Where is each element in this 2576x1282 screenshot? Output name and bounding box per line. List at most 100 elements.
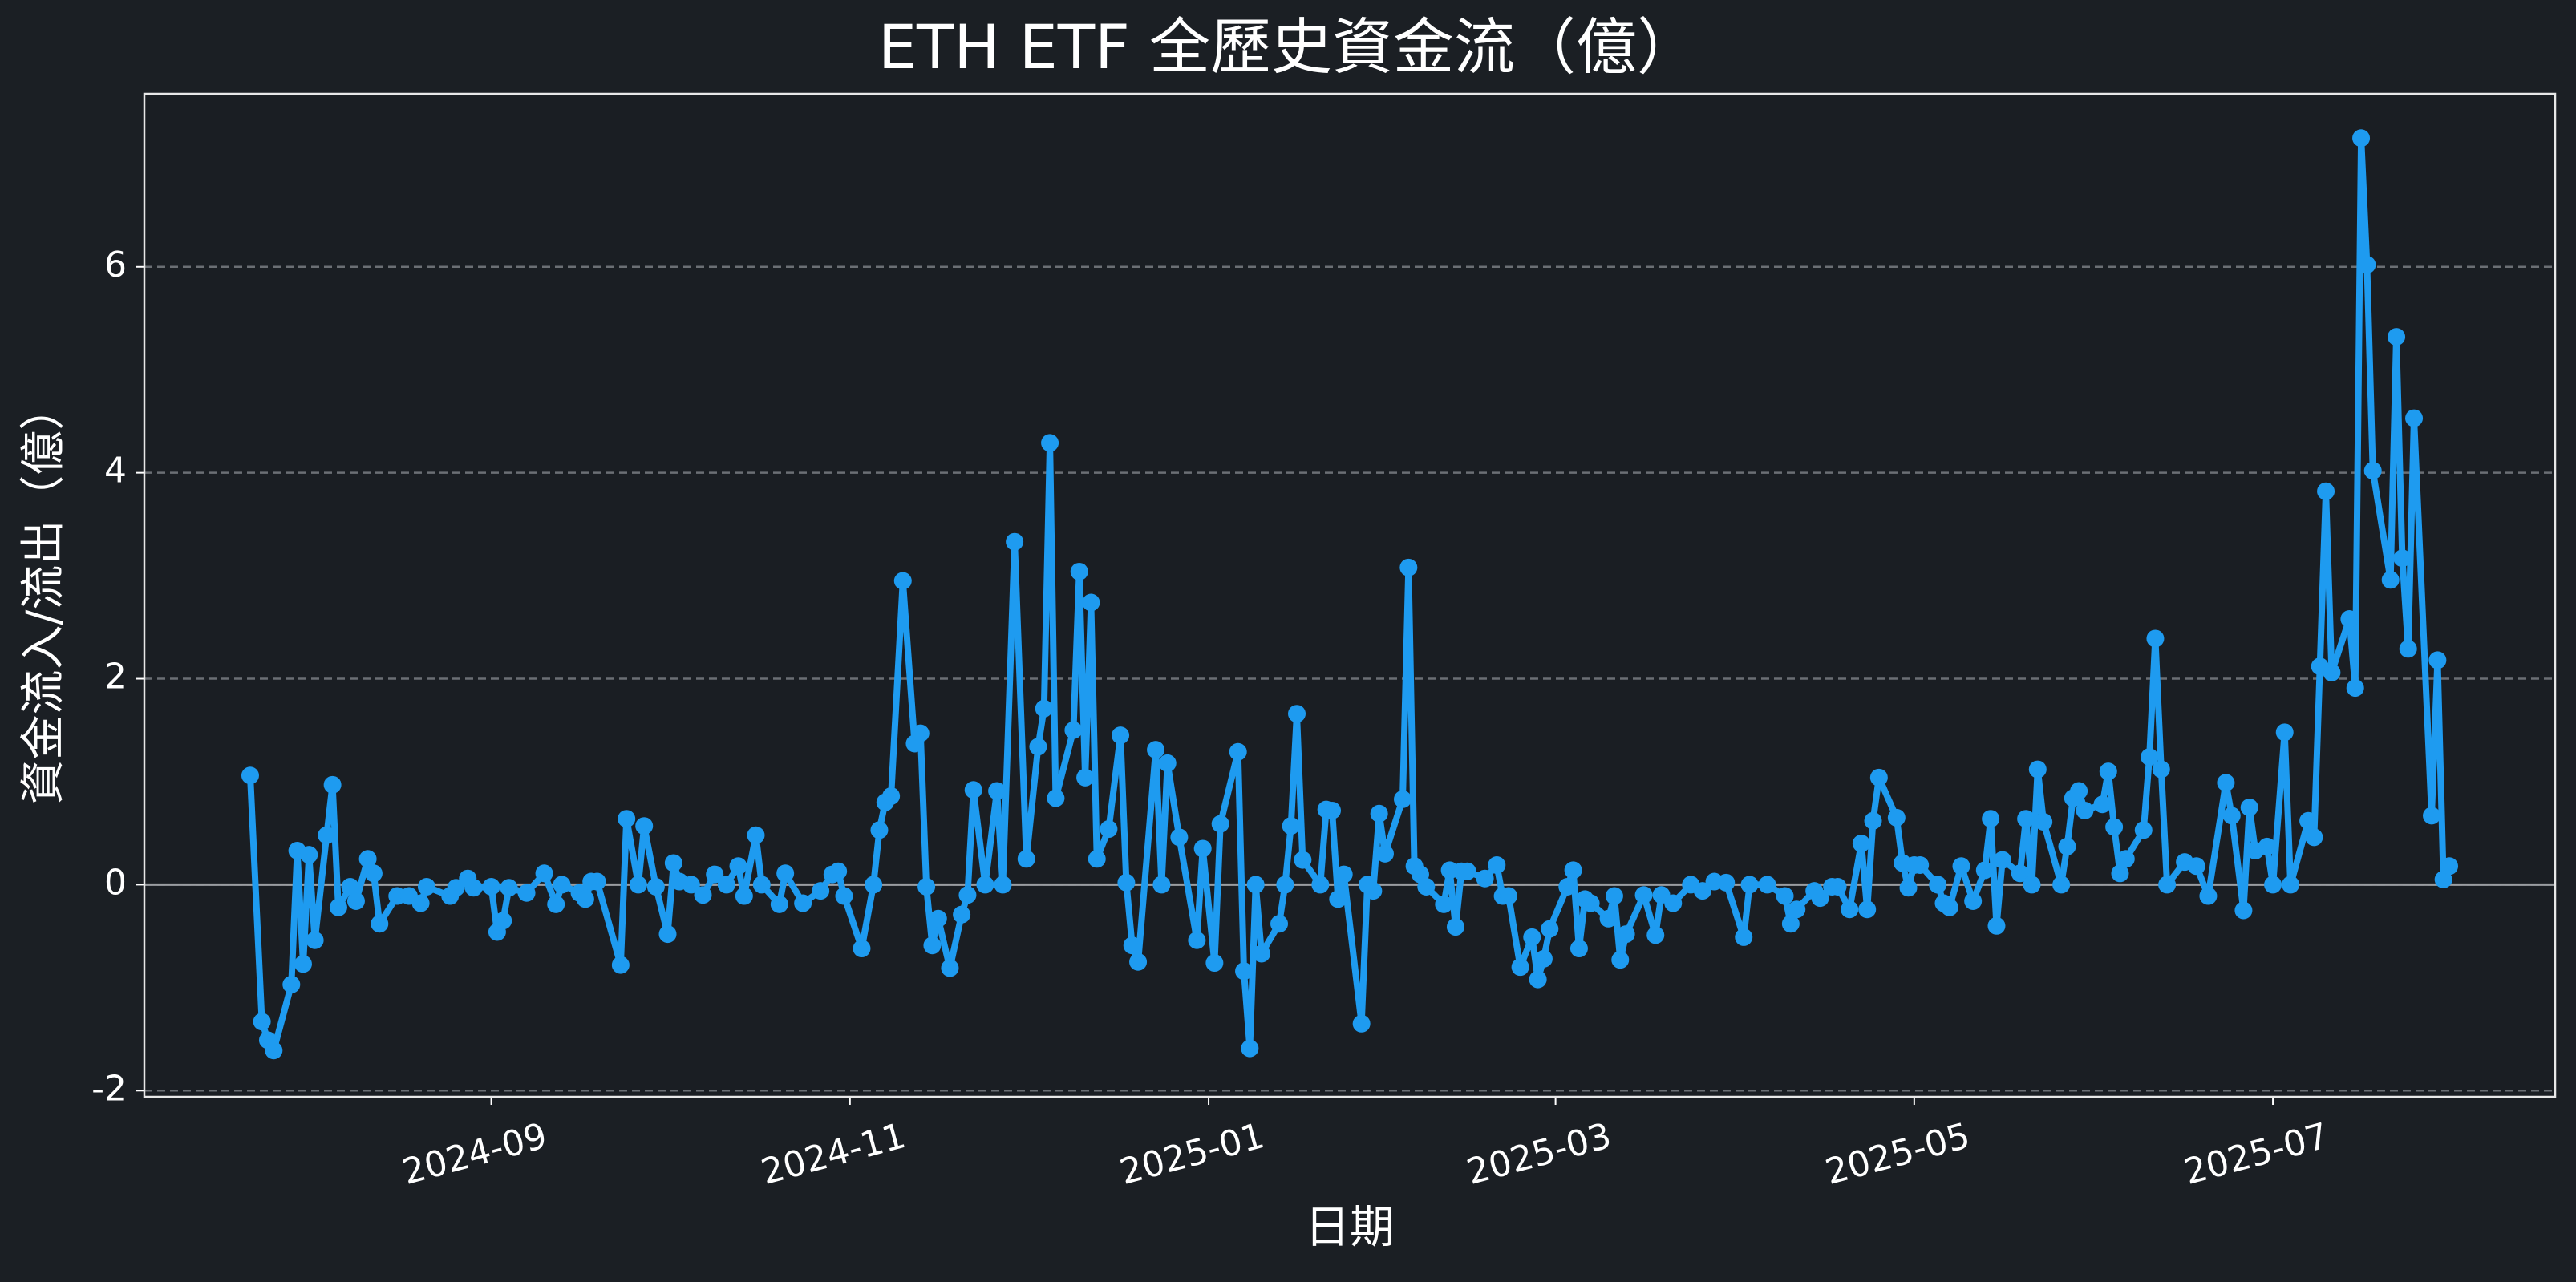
data-point — [1964, 892, 1983, 910]
data-point — [1864, 811, 1882, 830]
data-point — [611, 956, 630, 974]
data-point — [1294, 851, 1312, 869]
data-point — [2340, 610, 2359, 629]
data-point — [658, 925, 677, 944]
data-point — [2264, 876, 2282, 894]
data-point — [1170, 828, 1189, 847]
data-point — [646, 877, 665, 896]
data-point — [1599, 909, 1618, 928]
data-point — [1241, 1039, 1259, 1058]
data-point — [1982, 810, 2000, 828]
data-point — [1211, 815, 1229, 833]
data-point — [1911, 856, 1930, 875]
data-point — [2405, 409, 2424, 427]
data-point — [2141, 748, 2159, 766]
y-tick-label: 2 — [104, 657, 127, 698]
data-point — [517, 884, 536, 902]
data-point — [2234, 901, 2253, 920]
data-point — [2317, 482, 2335, 500]
data-point — [329, 898, 347, 916]
data-point — [882, 787, 901, 805]
data-point — [318, 826, 336, 844]
data-point — [747, 826, 765, 844]
data-point — [294, 955, 312, 973]
data-point — [1529, 970, 1547, 989]
data-point — [371, 915, 389, 933]
data-point — [729, 857, 747, 876]
data-point — [1499, 887, 1517, 905]
data-point — [958, 886, 977, 904]
data-point — [2352, 129, 2371, 148]
data-point — [1899, 879, 1918, 897]
data-point — [2099, 762, 2117, 781]
data-point — [1781, 915, 1800, 933]
data-point — [1035, 699, 1053, 718]
data-point — [893, 572, 912, 590]
data-point — [1088, 850, 1106, 868]
data-point — [2440, 857, 2459, 876]
data-point — [1511, 958, 1529, 977]
data-point — [2187, 857, 2205, 876]
data-point — [776, 864, 795, 883]
data-point — [1417, 877, 1436, 896]
data-point — [1605, 887, 1623, 905]
data-point — [1558, 877, 1577, 896]
data-point — [865, 876, 883, 894]
data-point — [1335, 865, 1353, 884]
data-point — [717, 876, 735, 894]
data-point — [1117, 873, 1136, 892]
data-point — [1634, 886, 1653, 904]
data-point — [417, 877, 435, 896]
data-point — [1282, 817, 1300, 835]
data-point — [870, 821, 889, 839]
data-point — [2363, 462, 2382, 480]
data-point — [1717, 873, 1736, 892]
data-point — [1993, 851, 2011, 869]
data-point — [2158, 876, 2177, 894]
data-point — [2299, 811, 2318, 830]
data-point — [1841, 900, 1859, 919]
data-point — [735, 887, 753, 905]
data-point — [2393, 549, 2412, 568]
data-point — [1352, 1014, 1371, 1033]
data-point — [1064, 721, 1083, 739]
data-point — [265, 1041, 283, 1060]
data-point — [2076, 801, 2094, 819]
data-point — [1564, 861, 1582, 880]
data-point — [2058, 837, 2076, 855]
data-point — [553, 876, 571, 894]
data-point — [829, 862, 848, 880]
data-point — [1776, 887, 1794, 905]
data-point — [964, 781, 982, 799]
data-point — [1070, 562, 1088, 580]
data-point — [911, 724, 930, 742]
data-point — [2105, 818, 2124, 836]
data-point — [853, 940, 871, 958]
data-point — [1740, 876, 1759, 894]
data-point — [535, 864, 553, 883]
data-point — [282, 976, 301, 994]
data-point — [1188, 931, 1206, 949]
data-point — [1399, 558, 1418, 576]
data-point — [323, 775, 342, 794]
data-point — [706, 865, 724, 884]
data-point — [1611, 951, 1630, 969]
data-point — [1987, 916, 2006, 935]
data-point — [1147, 741, 1165, 759]
data-point — [1375, 844, 1394, 863]
data-point — [682, 876, 700, 894]
data-point — [635, 817, 654, 835]
data-point — [1829, 877, 1847, 896]
data-point — [1852, 835, 1870, 853]
data-point — [500, 879, 518, 897]
data-point — [929, 909, 947, 928]
data-point — [1123, 936, 1141, 955]
data-point — [2381, 571, 2400, 589]
data-point — [770, 895, 788, 913]
data-point — [411, 894, 430, 912]
data-point — [2240, 799, 2258, 817]
data-point — [1869, 768, 1888, 787]
y-tick-label: -2 — [91, 1068, 127, 1109]
